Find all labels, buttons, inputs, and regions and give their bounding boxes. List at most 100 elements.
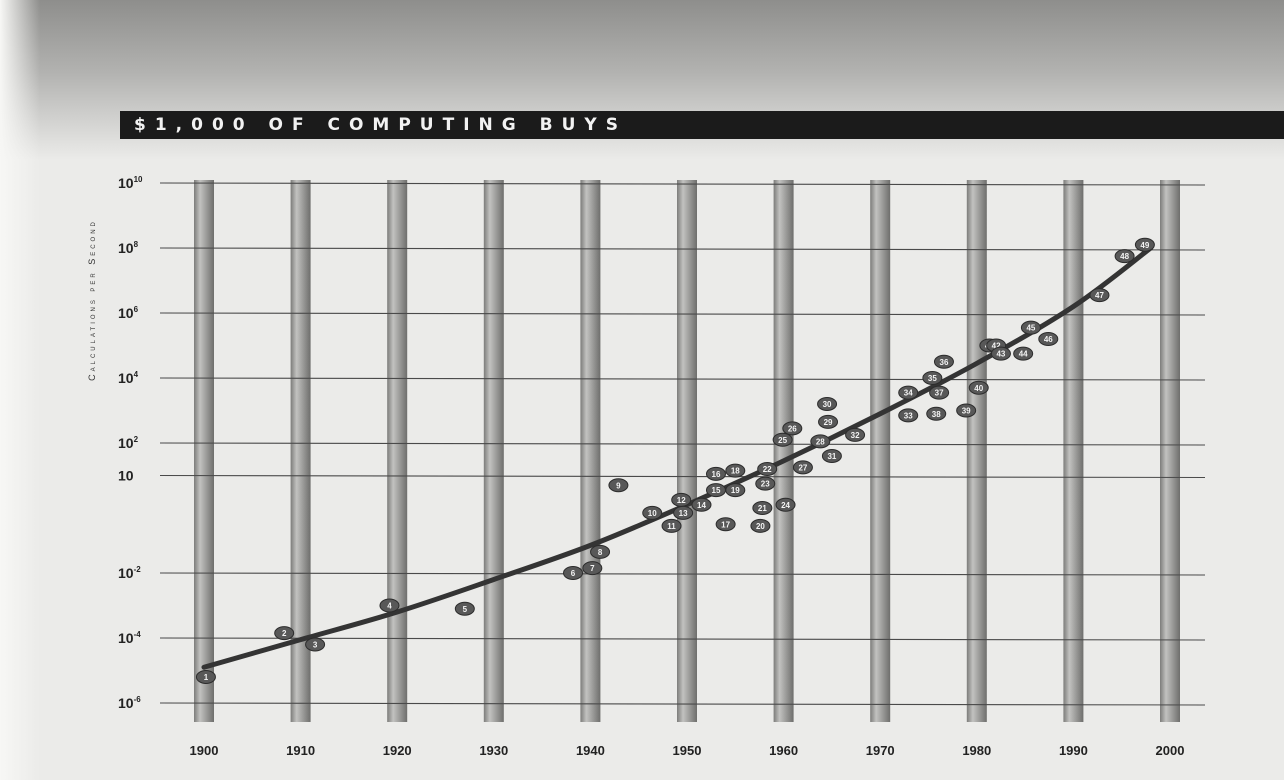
- data-point: 37: [929, 385, 950, 400]
- point-marker: [922, 371, 943, 385]
- data-point: 15: [705, 483, 726, 498]
- point-marker: [691, 497, 712, 512]
- x-tick-label: 1940: [576, 743, 605, 758]
- point-marker: [1038, 332, 1059, 346]
- point-label: 31: [827, 452, 836, 461]
- point-marker: [673, 505, 694, 520]
- point-label: 20: [756, 522, 765, 531]
- data-point: 28: [810, 434, 831, 449]
- gridline: [159, 474, 1206, 479]
- x-tick-label: 1970: [866, 743, 895, 758]
- point-label: 15: [712, 486, 721, 495]
- x-tick-label: 2000: [1156, 743, 1185, 758]
- data-point: 31: [821, 449, 842, 463]
- point-marker: [725, 463, 746, 478]
- data-point: 25: [772, 432, 793, 447]
- data-point: 8: [590, 544, 611, 559]
- data-point: 10: [642, 505, 663, 520]
- data-point: 2: [274, 626, 295, 641]
- point-marker: [810, 434, 831, 449]
- title-bar: $1,000 OF COMPUTING BUYS: [120, 111, 1284, 139]
- point-marker: [750, 518, 771, 533]
- point-marker: [1013, 346, 1034, 361]
- point-label: 49: [1140, 241, 1149, 250]
- point-marker: [1134, 237, 1155, 252]
- data-point: 43: [990, 346, 1011, 361]
- point-marker: [1089, 288, 1110, 303]
- data-point: 9: [608, 478, 629, 493]
- y-tick-label: 10-2: [118, 565, 141, 581]
- point-marker: [563, 566, 584, 580]
- point-marker: [590, 544, 611, 559]
- point-marker: [642, 505, 663, 520]
- gridline: [159, 312, 1206, 316]
- point-marker: [817, 397, 838, 411]
- decade-column: [1063, 180, 1084, 722]
- point-marker: [898, 385, 919, 400]
- point-label: 42: [992, 342, 1001, 351]
- point-label: 33: [904, 411, 913, 420]
- point-marker: [661, 518, 682, 533]
- point-marker: [582, 561, 603, 576]
- data-point: 30: [817, 397, 838, 411]
- point-marker: [379, 598, 400, 613]
- data-point: 35: [922, 371, 943, 385]
- point-label: 25: [778, 436, 787, 445]
- data-point: 13: [673, 505, 694, 520]
- point-marker: [454, 601, 475, 616]
- data-point: 7: [582, 561, 603, 576]
- gridline: [159, 637, 1206, 641]
- point-marker: [1114, 249, 1135, 264]
- point-label: 2: [282, 629, 287, 638]
- gridline: [159, 442, 1206, 446]
- decade-column: [290, 180, 311, 722]
- decade-column: [580, 180, 601, 722]
- y-tick-label: 106: [118, 305, 139, 321]
- point-label: 13: [679, 509, 688, 518]
- data-point: 45: [1020, 320, 1041, 335]
- point-marker: [305, 637, 326, 652]
- gridline: [159, 702, 1206, 706]
- gridline: [159, 572, 1206, 576]
- point-marker: [274, 626, 295, 641]
- data-point: 29: [818, 414, 839, 429]
- data-point: 3: [305, 637, 326, 652]
- y-tick-label: 104: [118, 370, 139, 386]
- point-label: 36: [940, 358, 949, 367]
- point-label: 4: [387, 602, 392, 611]
- data-point: 14: [691, 497, 712, 512]
- chart-title: $1,000 OF COMPUTING BUYS: [134, 115, 627, 135]
- point-marker: [968, 380, 989, 395]
- x-tick-label: 1990: [1059, 743, 1088, 758]
- point-marker: [990, 346, 1011, 361]
- point-label: 18: [731, 467, 740, 476]
- point-label: 46: [1044, 335, 1053, 344]
- point-marker: [755, 476, 776, 491]
- x-tick-label: 1930: [479, 743, 508, 758]
- data-point: 12: [671, 492, 692, 507]
- data-point: 44: [1013, 346, 1034, 361]
- x-tick-label: 1980: [962, 743, 991, 758]
- point-label: 40: [974, 384, 983, 393]
- point-label: 12: [677, 496, 686, 505]
- point-marker: [775, 497, 796, 512]
- point-label: 32: [851, 431, 860, 440]
- point-label: 10: [648, 509, 657, 518]
- data-point: 19: [725, 483, 746, 498]
- x-tick-label: 1900: [190, 743, 219, 758]
- data-point: 27: [792, 460, 813, 475]
- x-tick-label: 1960: [769, 743, 798, 758]
- data-point: 20: [750, 518, 771, 533]
- point-marker: [782, 421, 803, 436]
- y-tick-label: 108: [118, 240, 139, 256]
- data-point: 17: [715, 517, 736, 532]
- point-label: 45: [1026, 324, 1035, 333]
- point-label: 43: [996, 350, 1005, 359]
- point-label: 11: [667, 522, 676, 531]
- data-point: 5: [454, 601, 475, 616]
- point-marker: [845, 427, 866, 442]
- data-point: 40: [968, 380, 989, 395]
- data-point: 6: [563, 566, 584, 580]
